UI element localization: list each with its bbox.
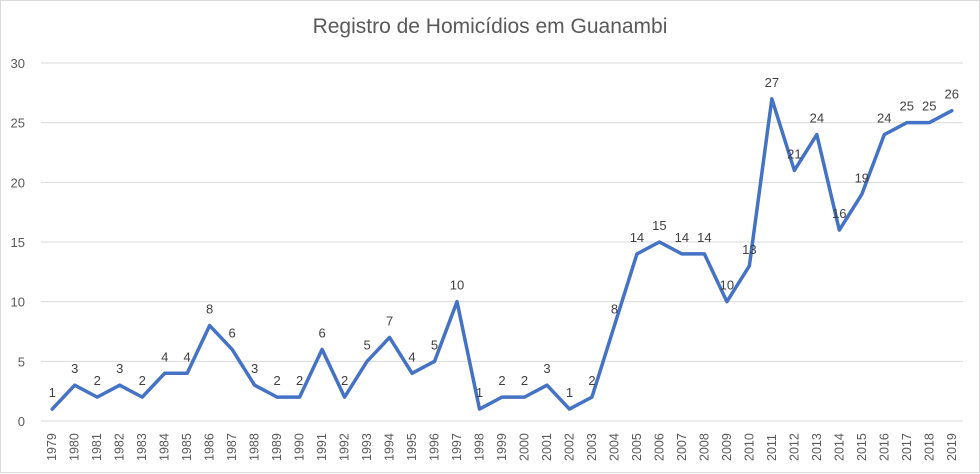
data-label: 4 <box>408 349 415 364</box>
x-tick-label: 1984 <box>158 433 172 461</box>
data-label: 1 <box>566 385 573 400</box>
y-tick-label: 5 <box>18 354 25 369</box>
data-label: 2 <box>296 373 303 388</box>
x-tick-label: 1993 <box>360 433 374 461</box>
x-tick-label: 2014 <box>832 433 846 461</box>
series-line <box>50 97 954 411</box>
data-label: 1 <box>476 385 483 400</box>
x-tick-label: 1995 <box>405 433 419 461</box>
data-label: 10 <box>720 278 734 293</box>
x-tick-label: 1982 <box>113 433 127 461</box>
x-tick-label: 1987 <box>225 433 239 461</box>
x-tick-label: 2001 <box>540 433 554 461</box>
data-label: 13 <box>742 242 756 257</box>
x-tick-label: 2015 <box>855 433 869 461</box>
y-tick-label: 20 <box>11 175 25 190</box>
data-label: 5 <box>431 337 438 352</box>
data-label: 14 <box>697 230 711 245</box>
data-label: 6 <box>318 325 325 340</box>
x-tick-label: 1996 <box>428 433 442 461</box>
data-label: 2 <box>274 373 281 388</box>
data-label: 8 <box>611 302 618 317</box>
data-label: 27 <box>765 75 779 90</box>
x-tick-label: 1990 <box>293 433 307 461</box>
x-tick-label: 2006 <box>652 433 666 461</box>
data-label: 7 <box>386 313 393 328</box>
x-tick-label: 2009 <box>720 433 734 461</box>
x-tick-label: 1994 <box>383 433 397 461</box>
x-tick-label: 1997 <box>450 433 464 461</box>
x-tick-label: 2000 <box>517 433 531 461</box>
data-label: 2 <box>498 373 505 388</box>
data-label: 4 <box>161 349 168 364</box>
data-label: 3 <box>251 361 258 376</box>
data-label: 10 <box>450 278 464 293</box>
data-label: 2 <box>588 373 595 388</box>
y-tick-label: 25 <box>11 116 25 131</box>
data-label: 15 <box>652 218 666 233</box>
x-tick-label: 1980 <box>68 433 82 461</box>
x-tick-label: 2004 <box>607 433 621 461</box>
x-tick-label: 2005 <box>630 433 644 461</box>
data-label: 24 <box>810 111 824 126</box>
data-label: 2 <box>521 373 528 388</box>
data-label: 24 <box>877 111 891 126</box>
x-tick-label: 1983 <box>135 433 149 461</box>
y-tick-label: 10 <box>11 295 25 310</box>
data-label: 2 <box>94 373 101 388</box>
x-tick-label: 2016 <box>877 433 891 461</box>
x-tick-label: 1992 <box>338 433 352 461</box>
data-label: 3 <box>116 361 123 376</box>
data-label: 14 <box>675 230 689 245</box>
y-tick-label: 30 <box>11 56 25 71</box>
x-tick-label: 2017 <box>900 433 914 461</box>
data-label: 8 <box>206 302 213 317</box>
data-label: 19 <box>855 170 869 185</box>
x-tick-label: 1988 <box>248 433 262 461</box>
data-label: 3 <box>543 361 550 376</box>
data-label: 14 <box>630 230 644 245</box>
x-tick-label: 1981 <box>90 433 104 461</box>
x-tick-label: 1991 <box>315 433 329 461</box>
x-tick-label: 1989 <box>270 433 284 461</box>
data-label: 6 <box>229 325 236 340</box>
y-tick-label: 15 <box>11 235 25 250</box>
x-tick-label: 2019 <box>945 433 959 461</box>
data-label: 16 <box>832 206 846 221</box>
x-tick-label: 2003 <box>585 433 599 461</box>
x-tick-label: 1985 <box>180 433 194 461</box>
data-label: 26 <box>945 87 959 102</box>
x-tick-label: 1999 <box>495 433 509 461</box>
x-tick-label: 2007 <box>675 433 689 461</box>
y-tick-label: 0 <box>18 414 25 429</box>
x-tick-label: 1986 <box>203 433 217 461</box>
x-tick-label: 1979 <box>45 433 59 461</box>
data-label: 25 <box>922 99 936 114</box>
x-tick-label: 2011 <box>765 434 779 461</box>
x-tick-label: 2018 <box>922 433 936 461</box>
data-label: 25 <box>900 99 914 114</box>
data-label: 1 <box>49 385 56 400</box>
x-tick-label: 2013 <box>810 433 824 461</box>
data-label: 2 <box>341 373 348 388</box>
data-label: 2 <box>139 373 146 388</box>
x-tick-label: 2008 <box>697 433 711 461</box>
chart-title: Registro de Homicídios em Guanambi <box>312 15 668 38</box>
data-label: 4 <box>184 349 191 364</box>
data-label: 5 <box>363 337 370 352</box>
x-tick-label: 2012 <box>787 433 801 461</box>
x-tick-label: 2002 <box>562 433 576 461</box>
x-tick-label: 1998 <box>473 433 487 461</box>
x-tick-label: 2010 <box>742 433 756 461</box>
data-label: 3 <box>71 361 78 376</box>
data-label: 21 <box>787 146 801 161</box>
